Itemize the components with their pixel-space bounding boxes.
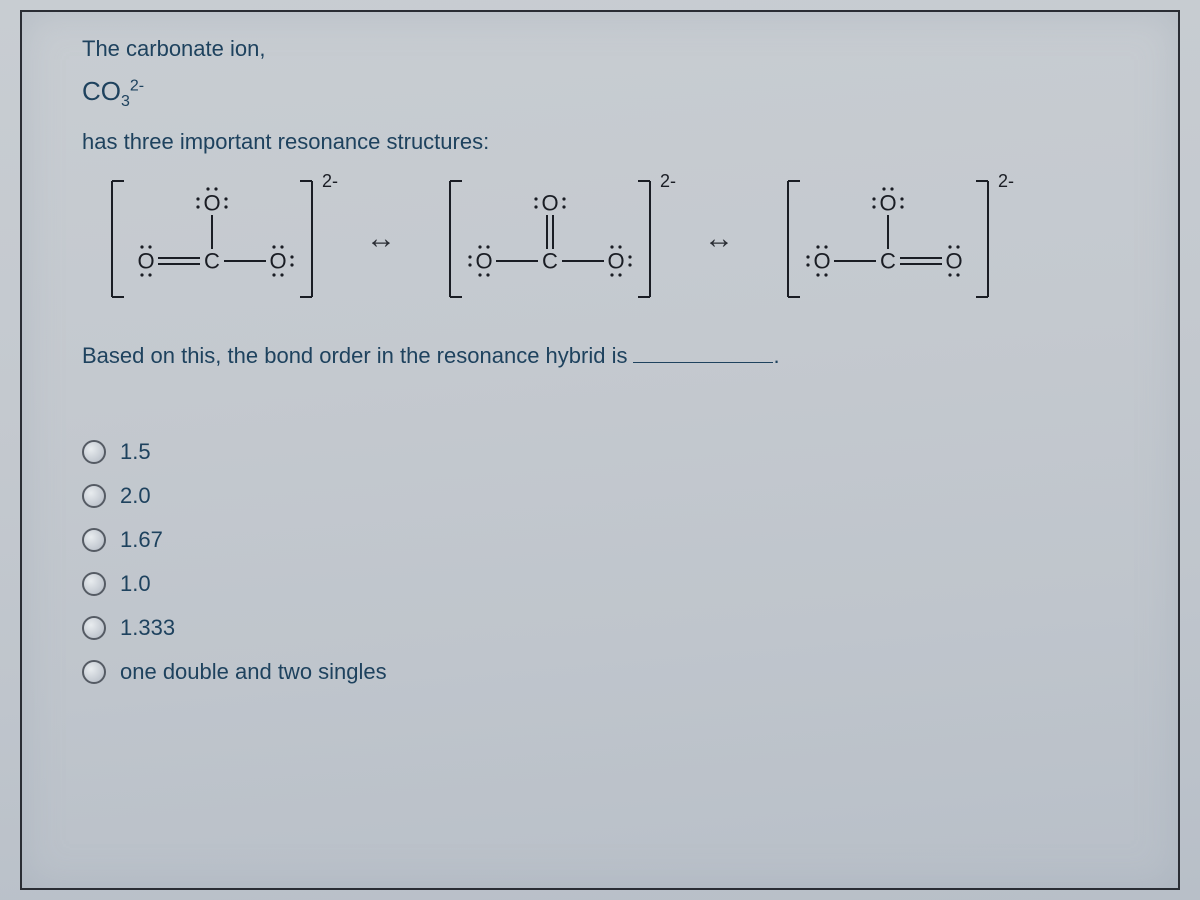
intro-text: The carbonate ion, bbox=[82, 36, 1138, 62]
resonance-structure: 2- C O O O bbox=[758, 169, 1018, 309]
svg-text:C: C bbox=[204, 249, 220, 274]
svg-text:2-: 2- bbox=[660, 171, 676, 191]
radio-icon[interactable] bbox=[82, 572, 106, 596]
svg-text:O: O bbox=[475, 249, 492, 274]
svg-text:O: O bbox=[607, 249, 624, 274]
formula: CO32- bbox=[82, 76, 1138, 111]
resonance-arrow-icon: ↔ bbox=[360, 222, 402, 256]
answer-option[interactable]: one double and two singles bbox=[82, 659, 1138, 685]
svg-text:O: O bbox=[541, 191, 558, 216]
svg-text:O: O bbox=[203, 191, 220, 216]
resonance-arrow-icon: ↔ bbox=[698, 222, 740, 256]
structures-lead-text: has three important resonance structures… bbox=[82, 129, 1138, 155]
svg-text:O: O bbox=[137, 249, 154, 274]
question-panel: The carbonate ion, CO32- has three impor… bbox=[20, 10, 1180, 890]
option-label: 1.0 bbox=[120, 571, 151, 597]
svg-text:C: C bbox=[542, 249, 558, 274]
svg-text:O: O bbox=[813, 249, 830, 274]
svg-text:O: O bbox=[945, 249, 962, 274]
answer-blank bbox=[633, 362, 773, 363]
option-label: 1.333 bbox=[120, 615, 175, 641]
answer-option[interactable]: 2.0 bbox=[82, 483, 1138, 509]
formula-superscript: 2- bbox=[130, 77, 144, 94]
radio-icon[interactable] bbox=[82, 440, 106, 464]
svg-text:2-: 2- bbox=[322, 171, 338, 191]
option-label: 2.0 bbox=[120, 483, 151, 509]
formula-base: CO bbox=[82, 76, 121, 106]
radio-icon[interactable] bbox=[82, 484, 106, 508]
option-label: 1.5 bbox=[120, 439, 151, 465]
answer-option[interactable]: 1.0 bbox=[82, 571, 1138, 597]
answer-options: 1.5 2.0 1.67 1.0 1.333 one double and two sin… bbox=[82, 439, 1138, 685]
svg-text:C: C bbox=[880, 249, 896, 274]
svg-text:O: O bbox=[879, 191, 896, 216]
resonance-structures-row: 2- C O O O ↔ 2- C O O O ↔ 2- C O O O bbox=[82, 169, 1138, 309]
answer-option[interactable]: 1.5 bbox=[82, 439, 1138, 465]
resonance-structure: 2- C O O O bbox=[82, 169, 342, 309]
svg-text:O: O bbox=[269, 249, 286, 274]
prompt-text: Based on this, the bond order in the res… bbox=[82, 343, 627, 368]
answer-option[interactable]: 1.67 bbox=[82, 527, 1138, 553]
resonance-structure: 2- C O O O bbox=[420, 169, 680, 309]
formula-subscript: 3 bbox=[121, 93, 130, 110]
radio-icon[interactable] bbox=[82, 616, 106, 640]
option-label: one double and two singles bbox=[120, 659, 387, 685]
question-prompt: Based on this, the bond order in the res… bbox=[82, 343, 1138, 369]
answer-option[interactable]: 1.333 bbox=[82, 615, 1138, 641]
svg-text:2-: 2- bbox=[998, 171, 1014, 191]
option-label: 1.67 bbox=[120, 527, 163, 553]
radio-icon[interactable] bbox=[82, 660, 106, 684]
radio-icon[interactable] bbox=[82, 528, 106, 552]
